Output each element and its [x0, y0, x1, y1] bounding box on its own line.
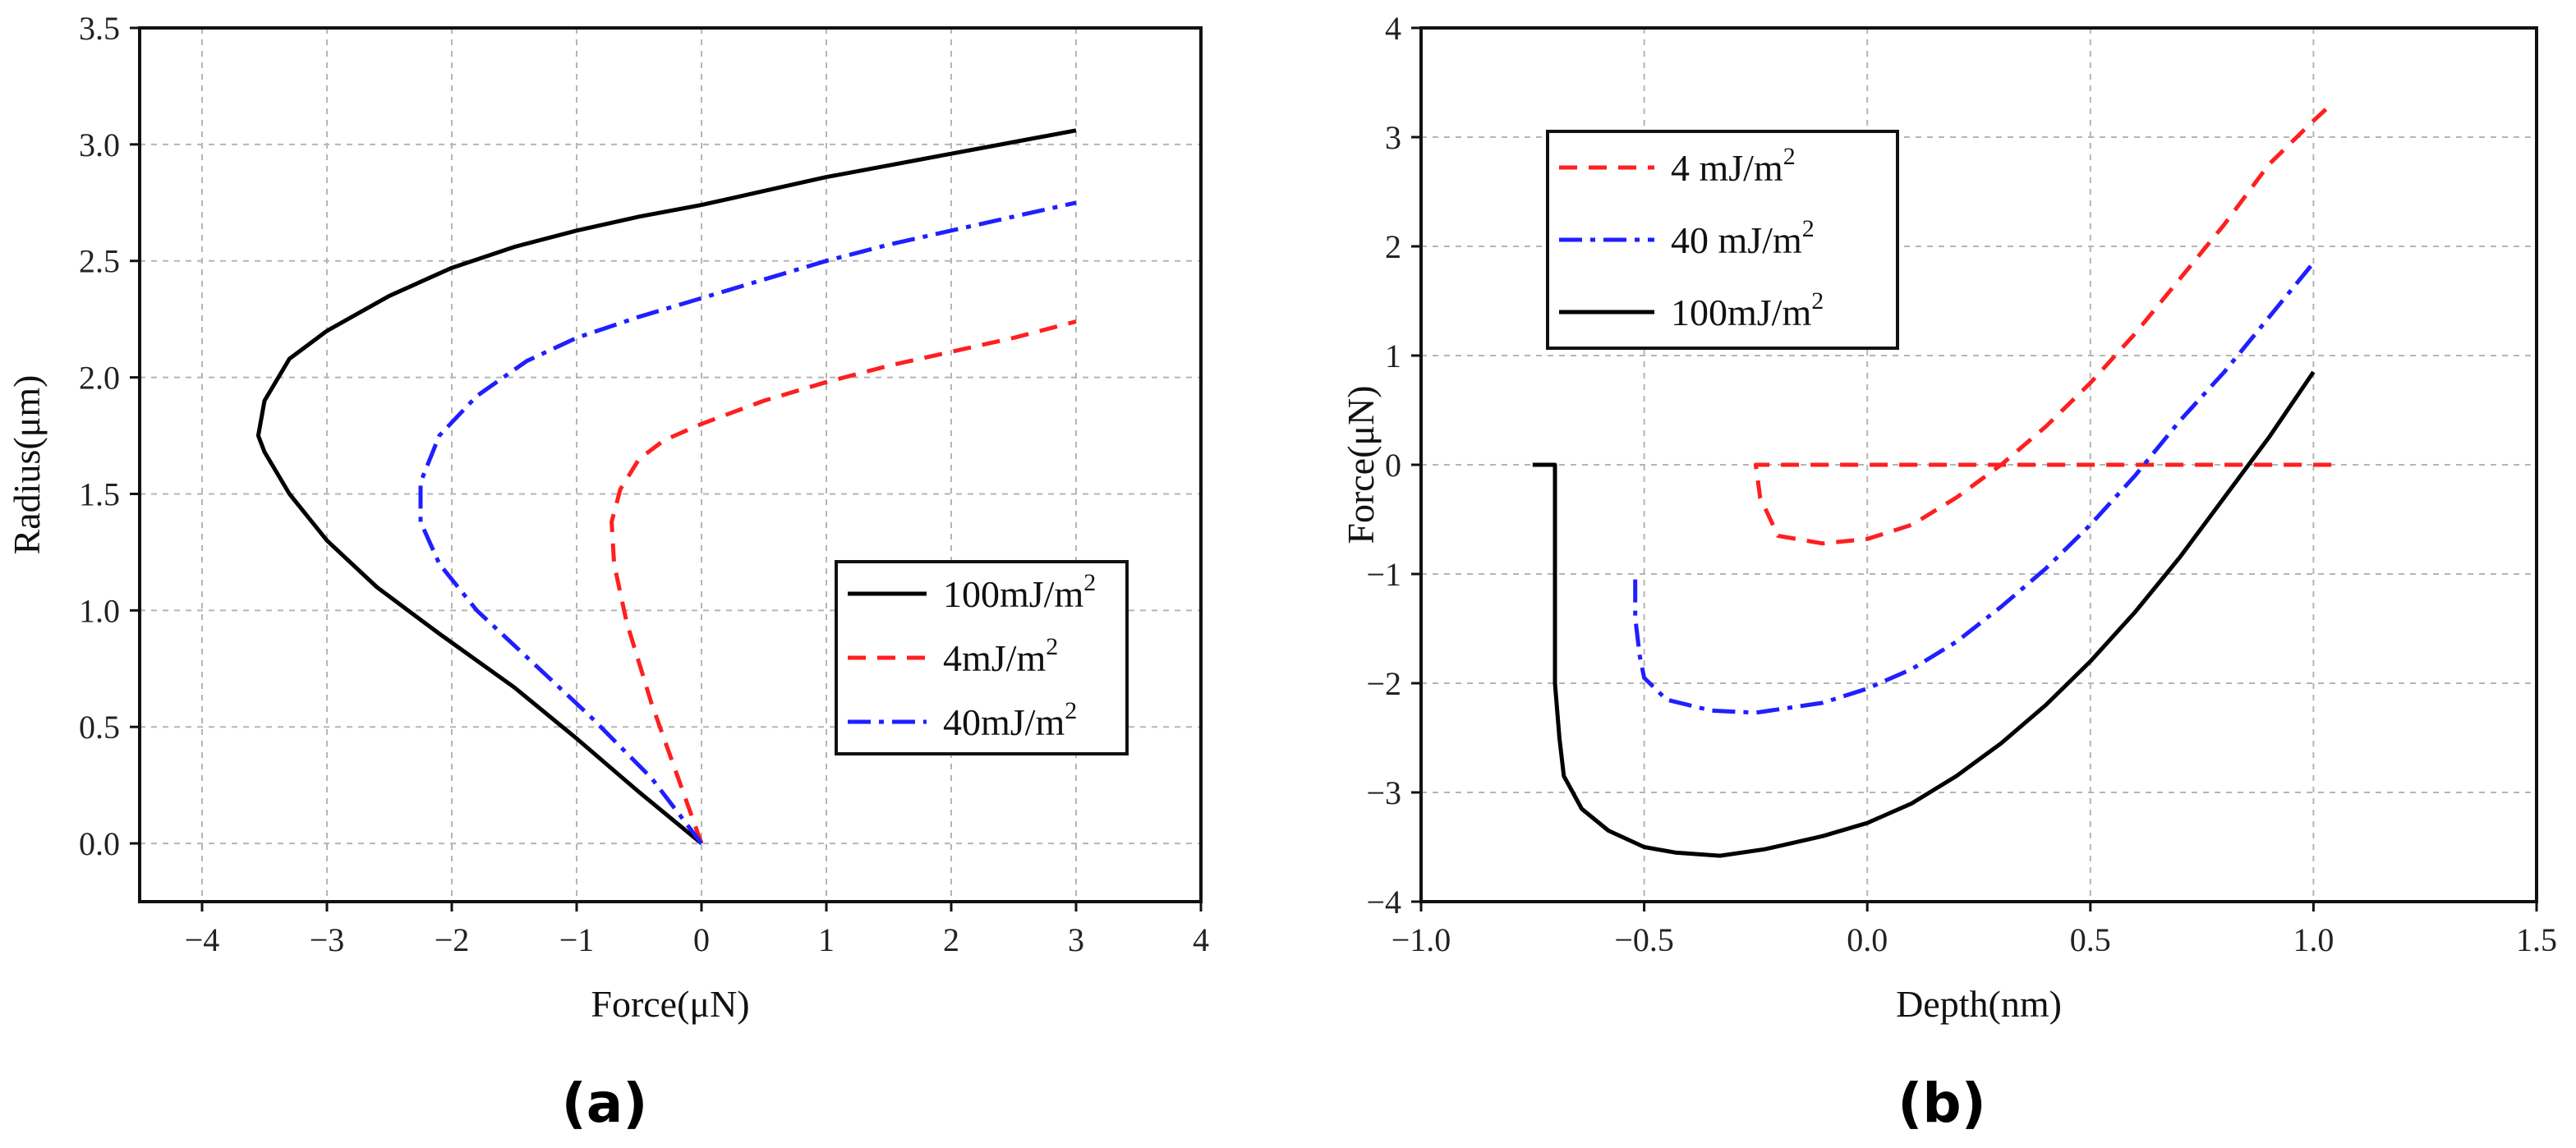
- p0-series-line-2: [418, 200, 1077, 845]
- p1-y-tick-label-2: −2: [1366, 665, 1401, 702]
- p0-y-tick-label-6: 3.0: [79, 126, 120, 163]
- p1-x-tick-label-4: 1.0: [2293, 921, 2334, 958]
- p0-x-tick-label-3: −1: [559, 921, 595, 958]
- p1-y-tick-label-8: 4: [1385, 10, 1401, 47]
- p1-y-tick-label-5: 1: [1385, 338, 1401, 374]
- p0-y-tick-label-3: 1.5: [79, 475, 120, 512]
- p0-y-tick-label-0: 0.0: [79, 825, 120, 862]
- p0-y-axis-title: Radius(μm): [6, 375, 48, 555]
- p1-series-line-1: [1633, 261, 2316, 715]
- p0-legend-label-0: 100mJ/m2: [943, 569, 1096, 615]
- p1-y-tick-label-7: 3: [1385, 119, 1401, 156]
- p0-y-tick-label-1: 0.5: [79, 709, 120, 746]
- p0-x-tick-label-2: −2: [435, 921, 470, 958]
- p1-legend: 4 mJ/m2 40 mJ/m2 100mJ/m2: [1546, 130, 1899, 350]
- p0-y-tick-label-5: 2.5: [79, 243, 120, 280]
- p0-x-tick-label-0: −4: [185, 921, 220, 958]
- p1-x-tick-label-5: 1.5: [2516, 921, 2557, 958]
- p1-legend-label-0: 4 mJ/m2: [1671, 143, 1796, 189]
- p0-panel-label: (a): [562, 1072, 648, 1135]
- p1-y-axis-title: Force(μN): [1340, 385, 1382, 544]
- p1-y-tick-label-1: −3: [1366, 774, 1401, 811]
- p1-series-line-0: [1753, 103, 2333, 546]
- p0-legend: 100mJ/m2 4mJ/m2 40mJ/m2: [835, 560, 1129, 755]
- p1-x-tick-label-0: −1.0: [1392, 921, 1451, 958]
- p0-y-tick-label-7: 3.5: [79, 10, 120, 47]
- p0-plot-frame: [138, 26, 1203, 903]
- p0-y-tick-label-4: 2.0: [79, 360, 120, 397]
- p0-x-tick-label-6: 2: [943, 921, 959, 958]
- p0-x-tick-label-7: 3: [1068, 921, 1084, 958]
- p1-x-tick-label-1: −0.5: [1614, 921, 1674, 958]
- p1-panel-label: (b): [1898, 1072, 1986, 1135]
- p0-legend-label-2: 40mJ/m2: [943, 697, 1077, 743]
- p1-y-tick-label-6: 2: [1385, 228, 1401, 265]
- p1-x-axis-title: Depth(nm): [1896, 983, 2062, 1025]
- panel-b-chart: −1.0 −0.5 0.0 0.5 1.0 1.5 −4 −3 −2 −1 0 1 2 3 4 Depth(n…: [1340, 10, 2557, 1135]
- p1-y-tick-label-3: −1: [1366, 556, 1401, 593]
- p1-series-line-2: [1532, 370, 2316, 858]
- p0-series-line-0: [255, 128, 1077, 846]
- p0-x-tick-label-1: −3: [310, 921, 345, 958]
- p0-x-axis-title: Force(μN): [591, 983, 749, 1025]
- p1-y-tick-label-4: 0: [1385, 447, 1401, 484]
- p0-legend-label-1: 4mJ/m2: [943, 633, 1058, 679]
- p0-y-tick-label-2: 1.0: [79, 592, 120, 629]
- p1-y-tick-label-0: −4: [1366, 884, 1401, 921]
- p0-x-tick-label-5: 1: [818, 921, 835, 958]
- p1-x-tick-label-3: 0.5: [2070, 921, 2111, 958]
- p1-legend-label-2: 100mJ/m2: [1671, 287, 1824, 333]
- p0-series-line-1: [610, 319, 1077, 844]
- p0-x-tick-label-4: 0: [693, 921, 710, 958]
- p0-x-tick-label-8: 4: [1193, 921, 1209, 958]
- panel-a-chart: −4 −3 −2 −1 0 1 2 3 4 0.0 0.5 1.0 1.5 2.0 2.5 3.0 3.5 For…: [6, 10, 1209, 1135]
- p1-legend-label-1: 40 mJ/m2: [1671, 215, 1815, 261]
- p1-x-tick-label-2: 0.0: [1847, 921, 1888, 958]
